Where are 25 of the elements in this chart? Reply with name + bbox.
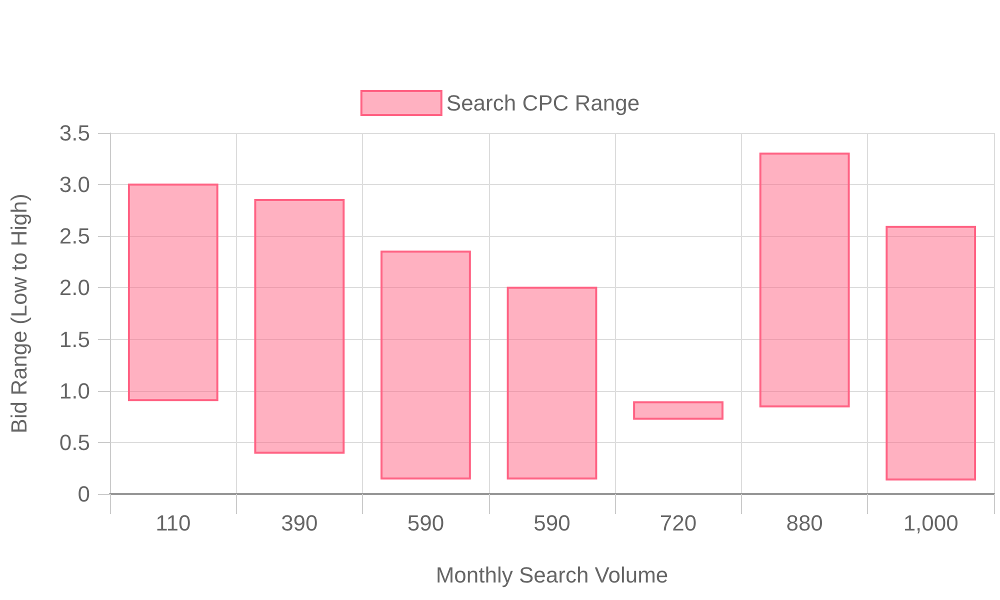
x-tick-label: 110	[156, 510, 191, 536]
x-tick-label: 590	[534, 510, 570, 536]
x-tick-label: 720	[660, 510, 697, 536]
x-tick-label: 590	[407, 510, 444, 536]
y-tick-label: 3.5	[59, 120, 90, 146]
bar	[128, 184, 218, 402]
legend-label: Search CPC Range	[446, 90, 640, 116]
bar	[380, 250, 471, 480]
y-tick-label: 1.5	[59, 326, 90, 352]
bar	[886, 226, 976, 481]
x-axis-title: Monthly Search Volume	[436, 562, 668, 588]
y-tick-label: 0.5	[59, 430, 90, 455]
x-tick-label: 1,000	[903, 510, 958, 536]
y-tick-label: 3.0	[59, 172, 90, 198]
bar	[633, 401, 724, 420]
bar	[506, 286, 598, 480]
x-tick-label: 880	[786, 510, 823, 536]
y-tick-label: 0	[78, 482, 90, 506]
bar	[254, 199, 345, 454]
bar	[759, 152, 850, 408]
y-tick-label: 1.0	[59, 378, 90, 404]
y-tick-label: 2.5	[59, 224, 90, 249]
y-tick-label: 2.0	[59, 275, 90, 300]
x-tick-label: 390	[281, 510, 318, 536]
y-axis-title: Bid Range (Low to High)	[6, 194, 32, 434]
